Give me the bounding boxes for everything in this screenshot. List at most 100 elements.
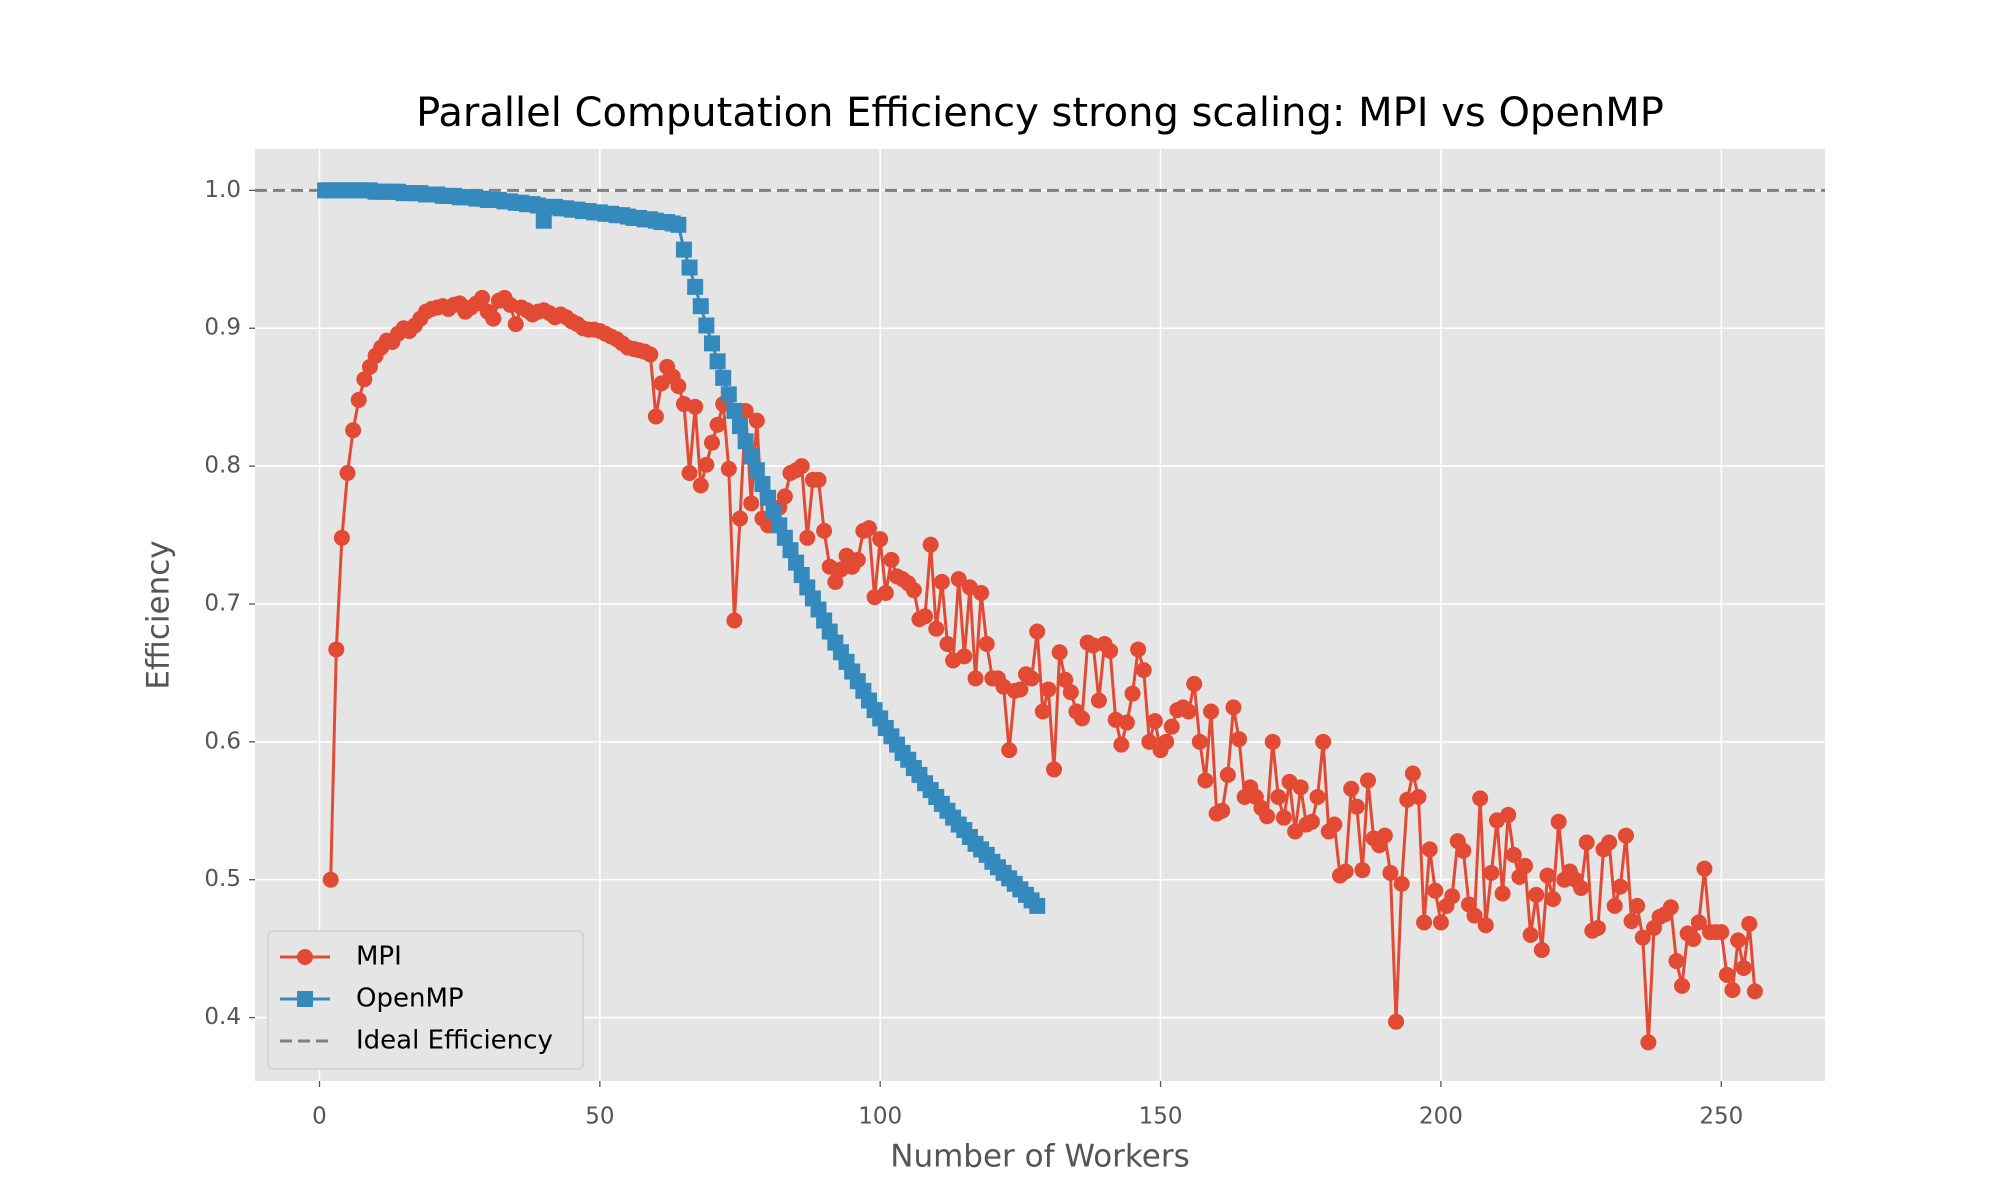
legend: MPI OpenMP Ideal Efficiency <box>267 930 584 1070</box>
y-tick-label: 0.4 <box>204 1004 241 1030</box>
marker <box>1444 888 1461 905</box>
marker <box>1528 886 1545 903</box>
y-tick-label: 0.6 <box>204 728 241 754</box>
marker <box>1601 834 1618 851</box>
marker <box>771 517 788 534</box>
marker <box>670 378 687 395</box>
marker <box>1393 875 1410 892</box>
marker <box>1376 827 1393 844</box>
marker <box>507 316 524 333</box>
marker <box>1214 802 1231 819</box>
marker <box>732 418 749 435</box>
marker <box>647 408 664 425</box>
marker <box>737 433 754 450</box>
marker <box>642 346 659 363</box>
marker <box>1343 780 1360 797</box>
marker <box>1606 897 1623 914</box>
marker <box>1315 733 1332 750</box>
marker <box>1746 983 1763 1000</box>
y-tick-label: 0.8 <box>204 453 241 479</box>
marker <box>1219 766 1236 783</box>
marker <box>1225 699 1242 716</box>
marker <box>1309 788 1326 805</box>
x-axis-label: Number of Workers <box>890 1139 1189 1175</box>
marker <box>1517 857 1534 874</box>
marker <box>978 635 995 652</box>
marker <box>939 635 956 652</box>
marker <box>967 670 984 687</box>
marker <box>950 571 967 588</box>
marker <box>782 542 799 559</box>
marker <box>1191 733 1208 750</box>
marker <box>765 503 782 520</box>
x-tick-label: 200 <box>1419 1104 1463 1130</box>
marker <box>1275 809 1292 826</box>
marker <box>720 460 737 477</box>
marker <box>698 317 715 334</box>
marker <box>339 464 356 481</box>
marker <box>1051 644 1068 661</box>
marker <box>1713 924 1730 941</box>
marker <box>333 529 350 546</box>
marker <box>754 476 771 493</box>
marker <box>1057 671 1074 688</box>
marker <box>1259 808 1276 825</box>
marker <box>1102 642 1119 659</box>
marker <box>1533 942 1550 959</box>
x-tick-label: 0 <box>312 1104 327 1130</box>
marker <box>748 462 765 479</box>
marker <box>883 551 900 568</box>
marker <box>1421 841 1438 858</box>
marker <box>1640 1034 1657 1051</box>
marker <box>698 456 715 473</box>
marker <box>687 398 704 415</box>
marker <box>670 216 687 233</box>
series <box>317 182 1046 914</box>
legend-marker <box>297 991 313 1007</box>
marker <box>675 241 692 258</box>
marker <box>1410 788 1427 805</box>
marker <box>1360 772 1377 789</box>
marker <box>956 648 973 665</box>
marker <box>860 520 877 537</box>
marker <box>1348 798 1365 815</box>
marker <box>1141 733 1158 750</box>
marker <box>788 554 805 571</box>
y-tick-label: 0.9 <box>204 315 241 341</box>
marker <box>1130 641 1147 658</box>
marker <box>726 612 743 629</box>
x-tick-label: 250 <box>1699 1104 1743 1130</box>
marker <box>1197 772 1214 789</box>
marker <box>1270 788 1287 805</box>
marker <box>1545 891 1562 908</box>
marker <box>810 471 827 488</box>
marker <box>928 620 945 637</box>
marker <box>793 458 810 475</box>
marker <box>474 289 491 306</box>
marker <box>1113 736 1130 753</box>
marker <box>776 488 793 505</box>
marker <box>877 584 894 601</box>
marker <box>709 353 726 370</box>
marker <box>703 335 720 352</box>
marker <box>1118 714 1135 731</box>
marker <box>1124 685 1141 702</box>
marker <box>1264 733 1281 750</box>
marker <box>1416 914 1433 931</box>
marker <box>687 278 704 295</box>
marker <box>1337 863 1354 880</box>
marker <box>1589 919 1606 936</box>
marker <box>1477 917 1494 934</box>
marker <box>1354 862 1371 879</box>
marker <box>1573 879 1590 896</box>
marker <box>917 608 934 625</box>
marker <box>1231 731 1248 748</box>
series <box>322 289 1763 1051</box>
legend-label: MPI <box>356 942 402 972</box>
marker <box>1718 966 1735 983</box>
marker <box>1062 684 1079 701</box>
marker <box>709 416 726 433</box>
marker <box>1135 662 1152 679</box>
x-tick-label: 150 <box>1139 1104 1183 1130</box>
